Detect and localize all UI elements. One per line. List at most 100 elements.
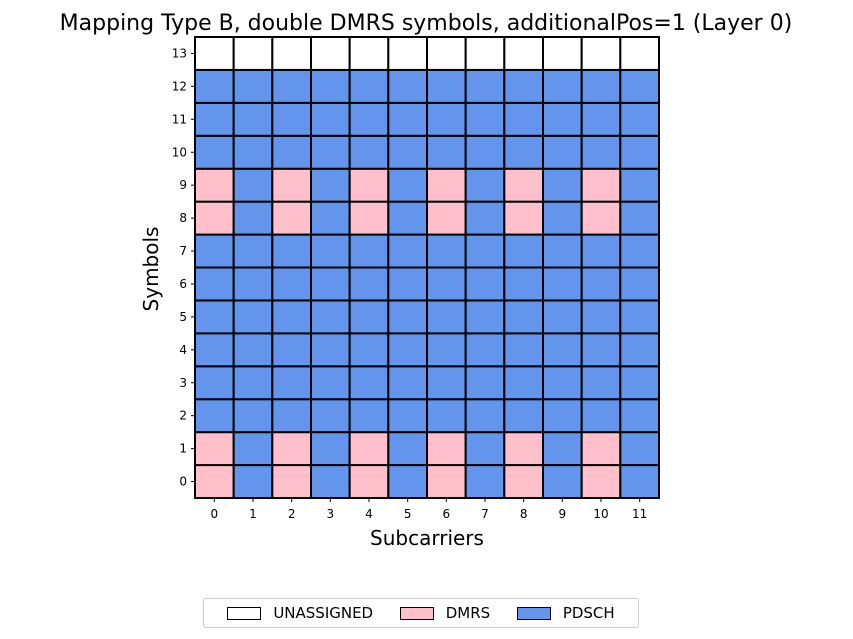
y-tick-label: 3 — [179, 376, 187, 390]
y-tick-label: 10 — [172, 145, 187, 159]
cell-dmrs-s8-c2 — [271, 200, 313, 236]
x-tick-label: 0 — [211, 507, 219, 521]
cell-pdsch-s1-c1 — [232, 431, 274, 467]
cell-pdsch-s7-c1 — [232, 233, 274, 269]
cell-unassigned-s13-c10 — [580, 36, 622, 71]
cell-pdsch-s5-c2 — [271, 299, 313, 335]
cell-pdsch-s1-c3 — [310, 431, 351, 467]
cell-pdsch-s4-c4 — [348, 332, 390, 368]
cell-pdsch-s6-c9 — [542, 266, 583, 302]
cell-pdsch-s0-c3 — [310, 464, 351, 500]
legend-item-pdsch: PDSCH — [516, 604, 615, 622]
y-tick-label: 11 — [172, 112, 187, 126]
cell-pdsch-s2-c7 — [464, 398, 506, 434]
cell-pdsch-s4-c3 — [310, 332, 351, 368]
cell-pdsch-s1-c5 — [387, 431, 429, 467]
cell-pdsch-s4-c0 — [194, 332, 235, 368]
cell-unassigned-s13-c5 — [387, 36, 429, 71]
cell-pdsch-s10-c7 — [464, 134, 506, 170]
cell-dmrs-s1-c8 — [503, 431, 545, 467]
y-tick-label: 2 — [179, 409, 187, 423]
cell-pdsch-s5-c3 — [310, 299, 351, 335]
legend-item-unassigned: UNASSIGNED — [227, 604, 373, 622]
cell-dmrs-s0-c4 — [348, 464, 390, 500]
cell-pdsch-s7-c7 — [464, 233, 506, 269]
cell-unassigned-s13-c4 — [348, 36, 390, 71]
cell-pdsch-s8-c7 — [464, 200, 506, 236]
cell-pdsch-s0-c11 — [619, 464, 660, 500]
cell-pdsch-s5-c8 — [503, 299, 545, 335]
x-axis-label: Subcarriers — [370, 526, 484, 550]
cell-pdsch-s5-c5 — [387, 299, 429, 335]
cell-pdsch-s12-c7 — [464, 68, 506, 104]
cell-pdsch-s6-c11 — [619, 266, 660, 302]
cell-pdsch-s11-c0 — [194, 101, 235, 137]
cell-pdsch-s5-c4 — [348, 299, 390, 335]
legend: UNASSIGNED DMRS PDSCH — [203, 598, 639, 628]
cell-pdsch-s11-c10 — [580, 101, 622, 137]
cell-pdsch-s2-c5 — [387, 398, 429, 434]
cell-pdsch-s6-c1 — [232, 266, 274, 302]
cell-pdsch-s10-c6 — [426, 134, 467, 170]
cell-pdsch-s12-c9 — [542, 68, 583, 104]
cell-dmrs-s9-c0 — [194, 167, 235, 203]
grid-cells — [194, 36, 660, 500]
cell-pdsch-s3-c10 — [580, 365, 622, 401]
cell-pdsch-s12-c2 — [271, 68, 313, 104]
cell-pdsch-s3-c8 — [503, 365, 545, 401]
cell-pdsch-s11-c3 — [310, 101, 351, 137]
cell-pdsch-s2-c6 — [426, 398, 467, 434]
legend-swatch — [227, 606, 262, 620]
x-tick-label: 9 — [559, 507, 567, 521]
cell-pdsch-s10-c8 — [503, 134, 545, 170]
cell-dmrs-s8-c0 — [194, 200, 235, 236]
cell-pdsch-s3-c5 — [387, 365, 429, 401]
cell-pdsch-s10-c3 — [310, 134, 351, 170]
cell-pdsch-s11-c7 — [464, 101, 506, 137]
cell-pdsch-s11-c1 — [232, 101, 274, 137]
cell-pdsch-s4-c1 — [232, 332, 274, 368]
cell-pdsch-s1-c9 — [542, 431, 583, 467]
cell-dmrs-s1-c0 — [194, 431, 235, 467]
cell-unassigned-s13-c7 — [464, 36, 506, 71]
cell-pdsch-s3-c6 — [426, 365, 467, 401]
cell-pdsch-s4-c9 — [542, 332, 583, 368]
cell-pdsch-s5-c10 — [580, 299, 622, 335]
cell-pdsch-s10-c4 — [348, 134, 390, 170]
y-tick-label: 9 — [179, 178, 187, 192]
cell-pdsch-s7-c4 — [348, 233, 390, 269]
cell-pdsch-s3-c11 — [619, 365, 660, 401]
cell-dmrs-s8-c8 — [503, 200, 545, 236]
cell-pdsch-s10-c1 — [232, 134, 274, 170]
cell-pdsch-s8-c9 — [542, 200, 583, 236]
cell-pdsch-s0-c7 — [464, 464, 506, 500]
cell-pdsch-s6-c8 — [503, 266, 545, 302]
cell-pdsch-s6-c10 — [580, 266, 622, 302]
cell-pdsch-s11-c9 — [542, 101, 583, 137]
cell-pdsch-s12-c6 — [426, 68, 467, 104]
cell-pdsch-s7-c6 — [426, 233, 467, 269]
cell-pdsch-s11-c11 — [619, 101, 660, 137]
legend-label: PDSCH — [562, 604, 615, 622]
cell-pdsch-s2-c1 — [232, 398, 274, 434]
cell-pdsch-s12-c0 — [194, 68, 235, 104]
cell-pdsch-s6-c5 — [387, 266, 429, 302]
cell-pdsch-s9-c1 — [232, 167, 274, 203]
cell-pdsch-s12-c1 — [232, 68, 274, 104]
x-tick-label: 2 — [288, 507, 296, 521]
y-tick-label: 7 — [179, 244, 187, 258]
resource-grid-chart: Mapping Type B, double DMRS symbols, add… — [60, 11, 793, 550]
cell-pdsch-s3-c2 — [271, 365, 313, 401]
cell-pdsch-s7-c2 — [271, 233, 313, 269]
cell-pdsch-s11-c5 — [387, 101, 429, 137]
cell-pdsch-s1-c7 — [464, 431, 506, 467]
cell-pdsch-s9-c7 — [464, 167, 506, 203]
cell-pdsch-s7-c11 — [619, 233, 660, 269]
cell-pdsch-s2-c8 — [503, 398, 545, 434]
cell-dmrs-s1-c2 — [271, 431, 313, 467]
cell-pdsch-s10-c5 — [387, 134, 429, 170]
cell-pdsch-s5-c9 — [542, 299, 583, 335]
cell-pdsch-s7-c8 — [503, 233, 545, 269]
cell-pdsch-s0-c1 — [232, 464, 274, 500]
